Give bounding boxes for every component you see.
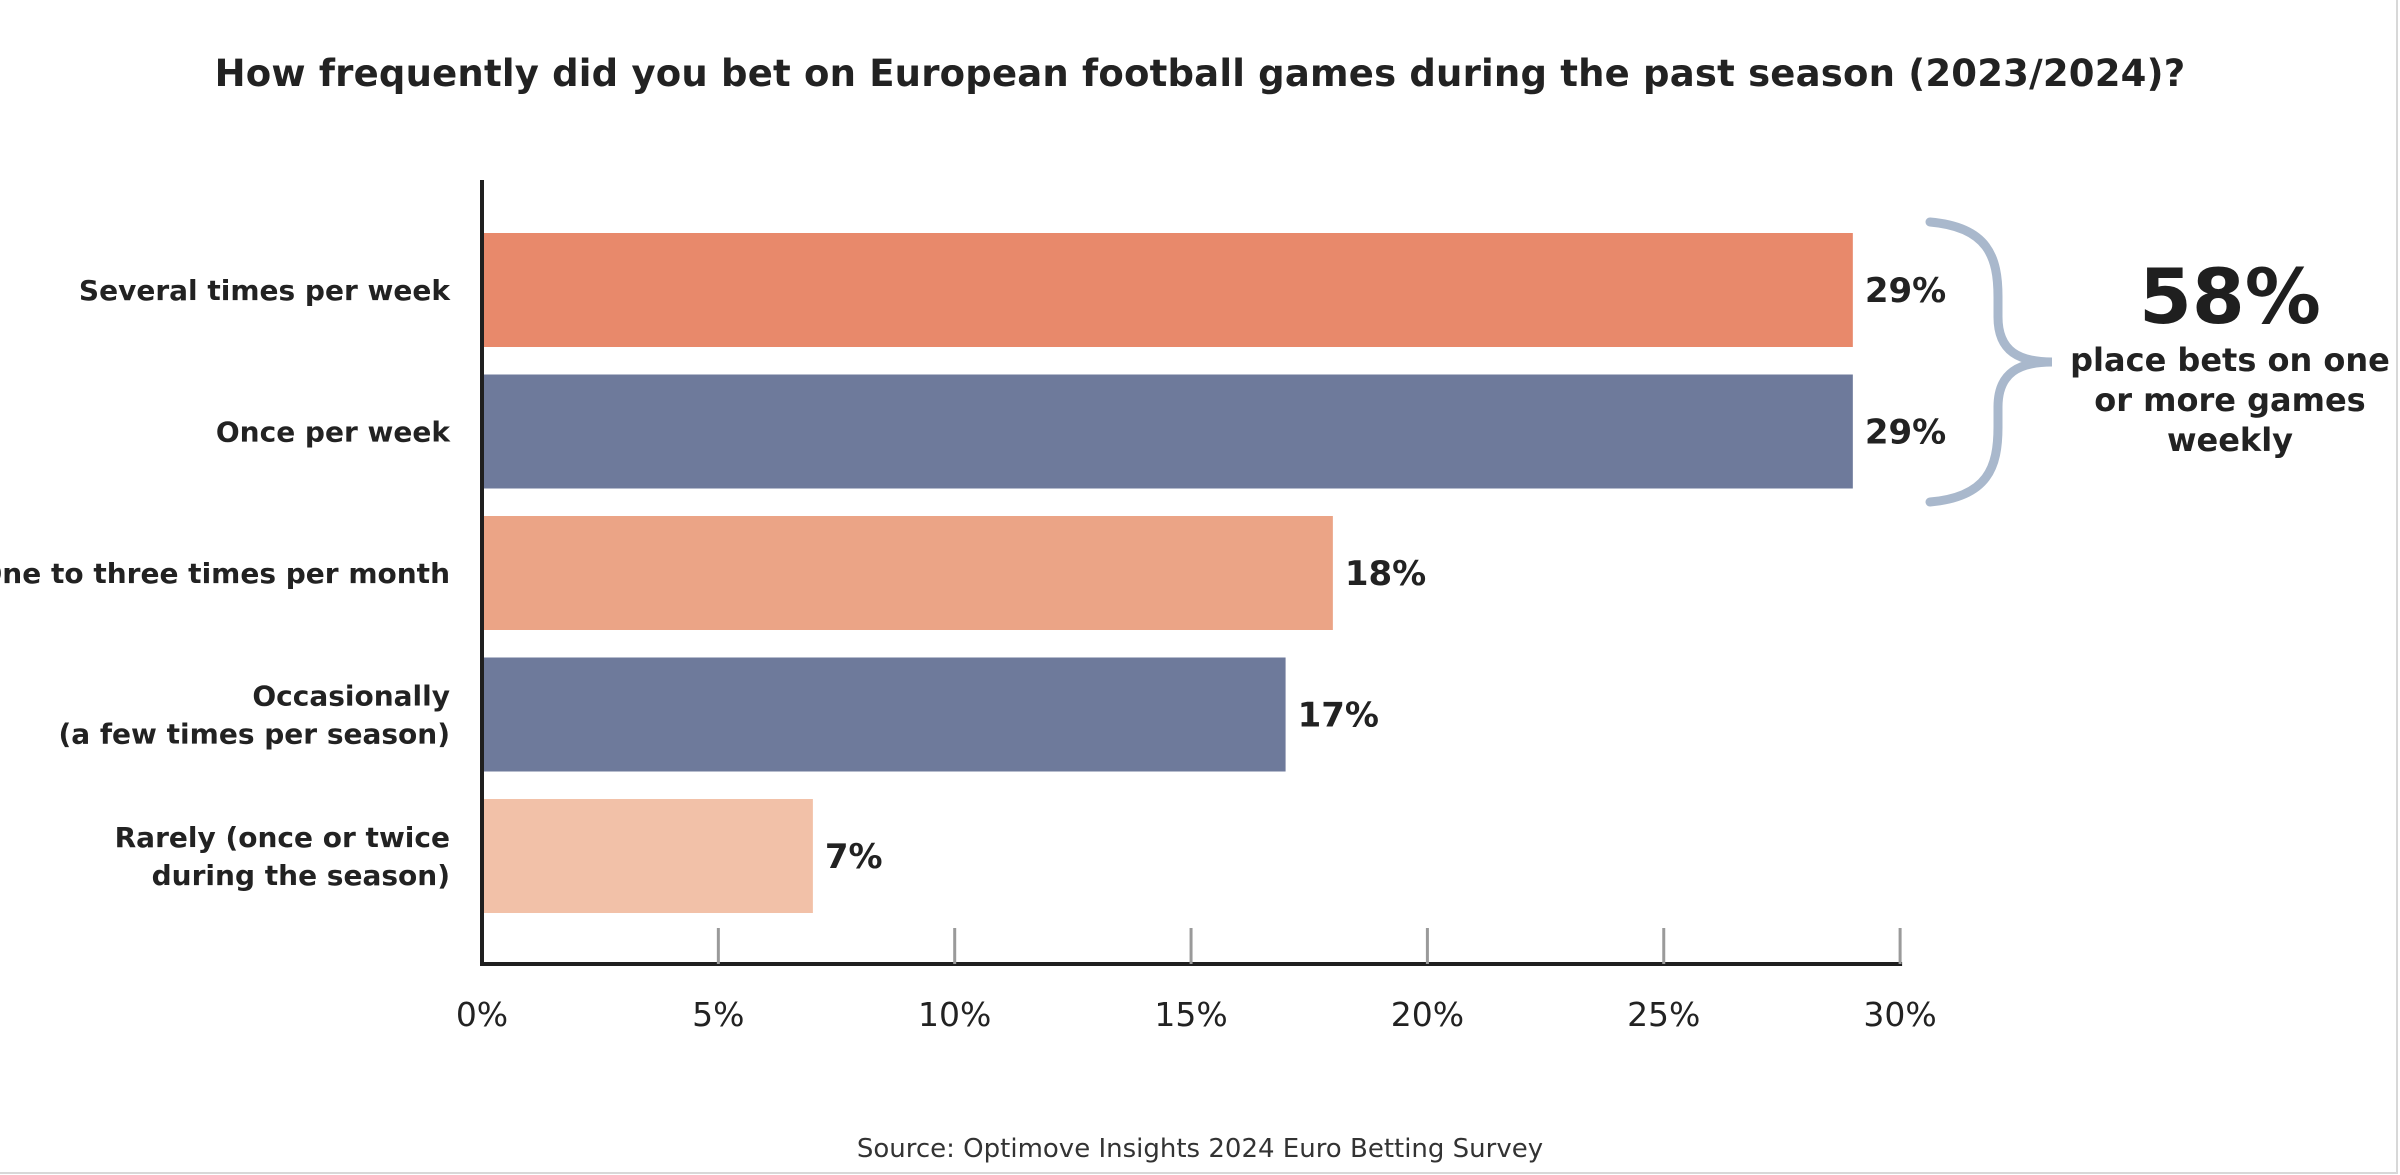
category-label-4-0: Rarely (once or twice: [115, 821, 450, 854]
bar-3: [482, 657, 1286, 772]
annotation-text: place bets on one or more games weekly: [2040, 340, 2400, 460]
x-tick-label-0: 0%: [456, 995, 508, 1034]
x-tick-label-6: 30%: [1863, 995, 1936, 1034]
bar-4: [482, 799, 813, 913]
category-label-0-0: Several times per week: [79, 274, 451, 307]
category-label-1-0: Once per week: [216, 416, 452, 449]
source-note: Source: Optimove Insights 2024 Euro Bett…: [856, 1134, 1544, 1164]
annotation-brace: [1925, 217, 2053, 507]
category-label-3-1: (a few times per season): [58, 718, 450, 751]
chart-title: How frequently did you bet on European f…: [214, 52, 2186, 95]
value-label-3: 17%: [1298, 696, 1379, 736]
annotation-big-value: 58%: [2139, 252, 2321, 341]
annotation-line-1: place bets on one: [2070, 341, 2390, 379]
annotation-line-3: weekly: [2166, 421, 2294, 459]
value-label-0: 29%: [1865, 271, 1946, 311]
x-tick-label-5: 25%: [1627, 995, 1700, 1034]
x-tick-label-3: 15%: [1154, 995, 1227, 1034]
bar-2: [482, 516, 1333, 630]
value-label-2: 18%: [1345, 554, 1426, 594]
bar-1: [482, 374, 1853, 489]
x-tick-label-4: 20%: [1391, 995, 1464, 1034]
annotation-line-2: or more games: [2094, 381, 2366, 419]
category-label-4-1: during the season): [152, 859, 450, 892]
bar-0: [482, 233, 1853, 347]
x-tick-label-1: 5%: [692, 995, 744, 1034]
category-label-2-0: One to three times per month: [0, 557, 450, 590]
category-label-3-0: Occasionally: [252, 680, 450, 713]
value-label-1: 29%: [1865, 413, 1946, 453]
value-label-4: 7%: [825, 837, 883, 877]
x-tick-label-2: 10%: [918, 995, 991, 1034]
